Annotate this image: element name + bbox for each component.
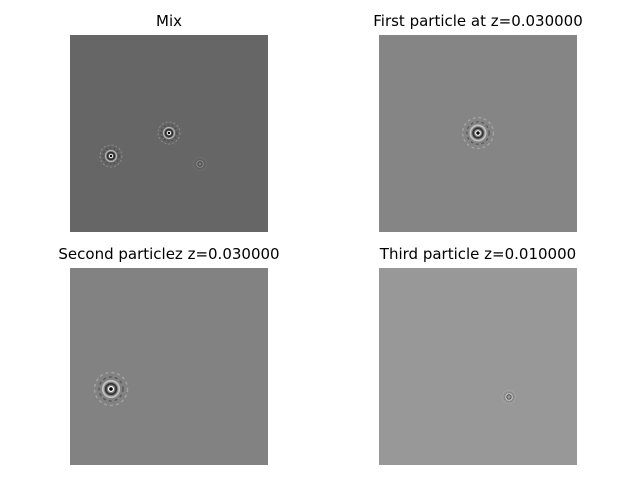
panel-title: Third particle z=0.010000 [379,245,576,263]
image [70,268,268,465]
panel-title: First particle at z=0.030000 [373,12,583,30]
image [379,268,577,465]
panel-title: Second particlez z=0.030000 [58,245,279,263]
panel-title: Mix [156,12,182,30]
